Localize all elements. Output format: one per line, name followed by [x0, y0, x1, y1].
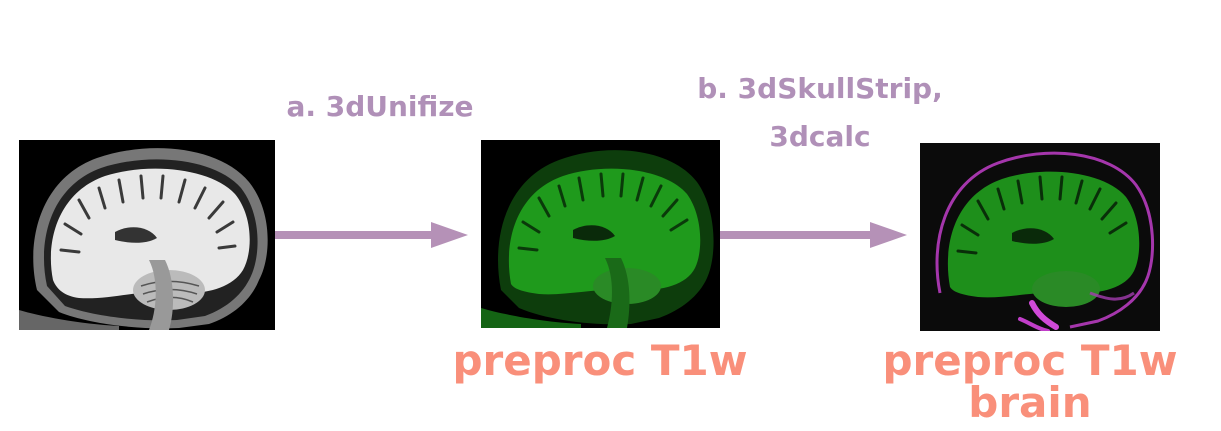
preproc-t1w-brain-scan	[920, 143, 1160, 331]
preproc-t1w-brain-caption-line1: preproc T1w	[882, 336, 1178, 385]
arrow-step-a	[275, 222, 470, 248]
preproc-t1w-brain-caption-line2: brain	[968, 378, 1092, 427]
preproc-t1w-caption: preproc T1w	[452, 336, 748, 385]
input-t1w-scan	[19, 140, 275, 330]
arrow-step-b	[720, 222, 910, 248]
step-b-label-line1: b. 3dSkullStrip,	[697, 72, 943, 105]
step-a-label: a. 3dUnifize	[286, 90, 474, 123]
step-b-label-line2: 3dcalc	[769, 120, 871, 153]
preproc-t1w-scan	[481, 140, 720, 328]
